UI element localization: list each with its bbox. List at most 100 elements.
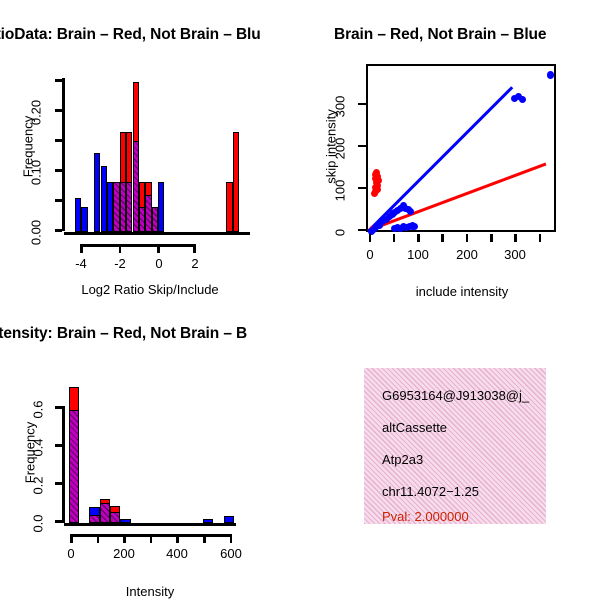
info-line-gene-symbol: Atp2a3 — [382, 452, 424, 467]
ytick — [55, 79, 62, 82]
scatter-ytick-label: 0 — [332, 228, 348, 237]
scatter-xtick-label: 300 — [504, 247, 526, 262]
bar-not-brain — [94, 152, 101, 232]
info-line-gene-id: G6953164@J913038@j_ — [382, 388, 530, 403]
intensity-xtick-label: 400 — [166, 546, 188, 561]
scatter-point-not-brain — [407, 208, 415, 216]
bar-not-brain — [158, 182, 165, 232]
ratio-histogram-xlabel: Log2 Ratio Skip/Include — [81, 282, 219, 297]
xtick — [490, 234, 493, 242]
xtick — [368, 234, 372, 242]
bar-not-brain — [223, 516, 235, 523]
info-line-event-type: altCassette — [382, 420, 448, 435]
xtick — [538, 234, 542, 242]
ratio-xtick-label: -4 — [75, 256, 87, 271]
ratio-ytick-label: 0.20 — [28, 99, 44, 126]
xtick — [229, 534, 233, 543]
ratio-xtick-label: -2 — [114, 256, 126, 271]
scatter-point-not-brain — [411, 222, 419, 230]
ytick — [55, 520, 62, 523]
bar-overlap — [99, 502, 110, 523]
panel-intensity-scatter: Brain – Red, Not Brain – Blue skip inten… — [300, 0, 600, 310]
ratio-histogram-yaxis — [62, 78, 65, 231]
ytick — [55, 139, 62, 142]
bar-overlap — [119, 182, 127, 232]
scatter-point-not-brain — [511, 94, 519, 102]
bar-not-brain — [81, 206, 88, 232]
intensity-ytick-label: 0.6 — [30, 400, 46, 419]
xtick — [149, 534, 153, 543]
scatter-ytick-label: 300 — [332, 95, 348, 118]
intensity-xtick-label: 200 — [113, 546, 135, 561]
xtick — [176, 534, 179, 543]
ytick — [55, 199, 62, 202]
xtick — [465, 234, 469, 242]
intensity-histogram-xaxis — [64, 523, 236, 526]
bar-overlap — [110, 512, 121, 523]
scatter-xtick-label: 200 — [456, 247, 478, 262]
bar-overlap — [89, 515, 100, 523]
bar-overlap — [68, 409, 79, 523]
xtick — [514, 234, 517, 242]
intensity-xtick-label: 600 — [220, 546, 242, 561]
info-line-pval: Pval: 2.000000 — [382, 509, 469, 524]
scatter-point-not-brain — [518, 95, 526, 103]
xtick — [392, 234, 396, 242]
ratio-xtick-label: 0 — [155, 256, 163, 271]
bar-overlap — [126, 182, 133, 232]
bar-overlap — [138, 206, 146, 232]
scatter-xlabel: include intensity — [415, 284, 509, 299]
ytick — [55, 444, 62, 447]
scatter-point-not-brain — [376, 222, 384, 230]
xaxis-tickbar — [80, 244, 196, 247]
intensity-ytick-label: 0.0 — [30, 514, 46, 533]
xtick — [123, 534, 126, 543]
scatter-xtick-label: 0 — [366, 247, 374, 262]
ytick — [55, 406, 62, 409]
info-line-locus: chr11.4072−1.25 — [382, 484, 479, 499]
scatter-ytick-label: 100 — [332, 179, 348, 202]
intensity-histogram-xlabel: Intensity — [125, 584, 175, 599]
scatter-point-not-brain — [382, 216, 390, 224]
bar-brain — [232, 131, 239, 232]
bar-not-brain — [74, 197, 82, 232]
xtick — [417, 234, 420, 242]
xtick — [96, 534, 100, 543]
bar-overlap — [113, 182, 120, 232]
scatter-plot-frame — [366, 64, 556, 232]
ytick — [358, 144, 366, 148]
bar-overlap — [145, 194, 152, 232]
intensity-ytick-label: 0.4 — [30, 438, 46, 457]
bar-not-brain — [203, 519, 214, 523]
bar-not-brain — [100, 166, 107, 232]
panel-intensity-histogram: ne Itensity: Brain – Red, Not Brain – B … — [0, 300, 300, 600]
xtick — [441, 234, 444, 242]
scatter-point-not-brain — [379, 218, 387, 226]
scatter-point-not-brain — [546, 71, 555, 79]
bar-overlap — [151, 206, 159, 232]
ytick — [358, 102, 366, 106]
ytick — [55, 482, 62, 485]
ytick — [55, 229, 62, 232]
ratio-ytick-label: 0.10 — [28, 159, 44, 186]
intensity-histogram-title: ne Itensity: Brain – Red, Not Brain – B — [0, 325, 248, 342]
bar-overlap — [132, 140, 139, 232]
xtick — [193, 244, 196, 253]
ratio-xtick-label: 2 — [191, 256, 199, 271]
ytick — [358, 228, 366, 232]
bar-brain — [226, 182, 233, 232]
scatter-title: Brain – Red, Not Brain – Blue — [334, 26, 547, 43]
xtick — [118, 244, 122, 253]
intensity-ytick-label: 0.2 — [30, 476, 46, 495]
scatter-point-not-brain — [372, 224, 380, 232]
scatter-ytick-label: 200 — [332, 137, 348, 160]
ytick — [55, 109, 62, 112]
xtick — [157, 244, 160, 253]
intensity-histogram-yaxis — [62, 406, 65, 523]
panel-ratio-histogram: RatioData: Brain – Red, Not Brain – Blu … — [0, 0, 300, 310]
ytick — [358, 186, 366, 190]
gene-info-box: G6953164@J913038@j_ altCassette Atp2a3 c… — [364, 368, 546, 524]
scatter-xtick-label: 100 — [407, 247, 429, 262]
xtick — [70, 534, 73, 543]
ytick — [55, 169, 62, 172]
